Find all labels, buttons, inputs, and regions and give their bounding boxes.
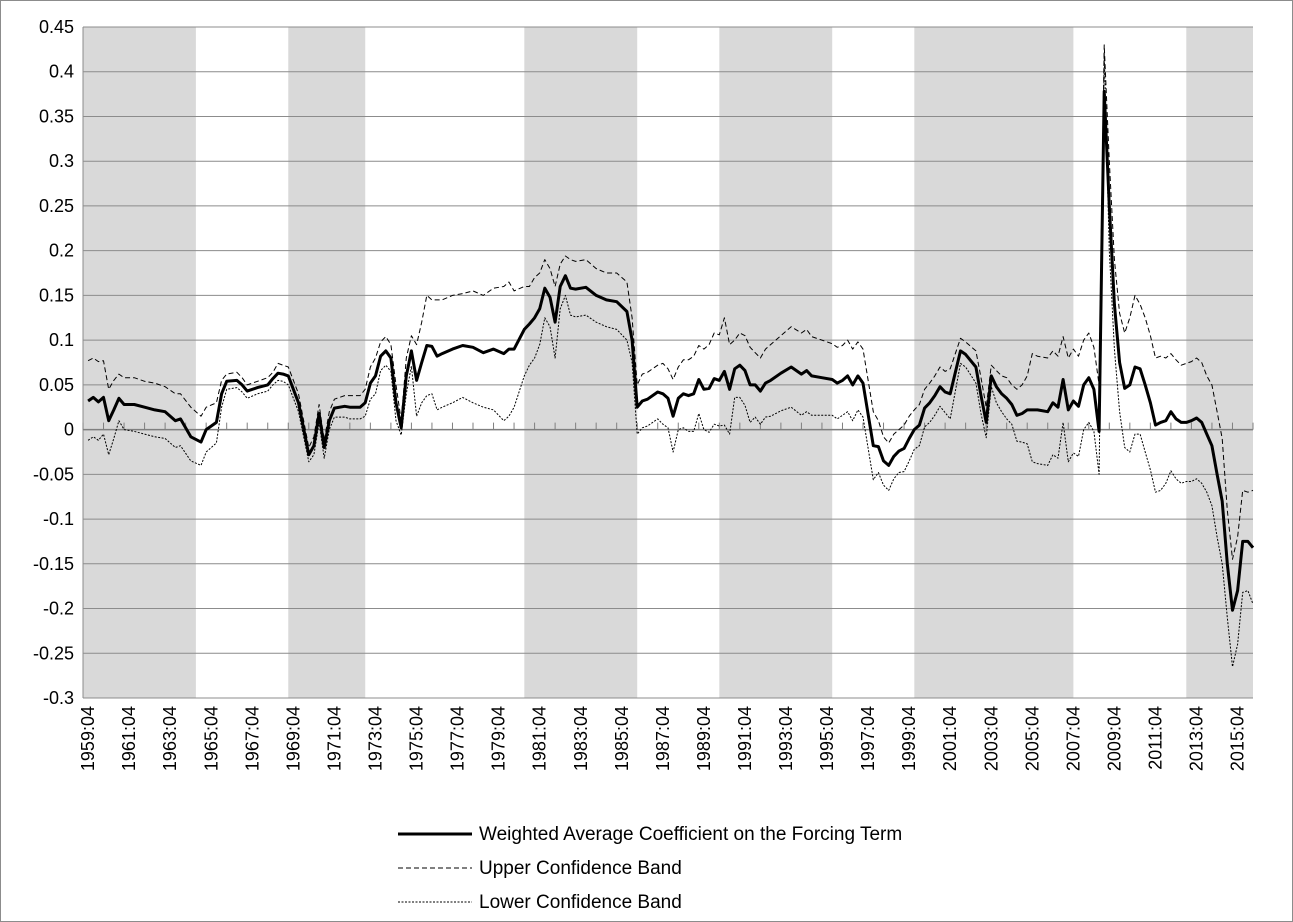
series-line-solid [87,89,1255,612]
shaded-period-2 [524,27,638,698]
legend-label: Weighted Average Coefficient on the Forc… [479,824,902,845]
x-tick-label: 1993:04 [776,706,796,771]
y-tick-label: 0 [64,420,74,440]
x-tick-label: 1965:04 [201,706,221,771]
x-tick-label: 1989:04 [694,706,714,771]
x-tick-label: 2001:04 [940,706,960,771]
x-tick-label: 2013:04 [1187,706,1207,771]
x-tick-label: 1997:04 [858,706,878,771]
shaded-period-3 [719,27,833,698]
shaded-period-4 [914,27,1074,698]
y-tick-label: 0.25 [39,196,74,216]
x-tick-label: 1961:04 [119,706,139,771]
y-tick-label: 0.15 [39,285,74,305]
x-tick-label: 2005:04 [1022,706,1042,771]
y-tick-label: 0.2 [49,241,74,261]
shaded-period-0 [83,27,196,698]
y-tick-label: 0.35 [39,106,74,126]
y-tick-label: -0.05 [33,464,74,484]
x-tick-label: 1975:04 [407,706,427,771]
y-tick-label: -0.25 [33,643,74,663]
y-tick-label: 0.45 [39,17,74,37]
x-tick-label: 2003:04 [981,706,1001,771]
x-tick-label: 1971:04 [324,706,344,771]
x-tick-labels: 1959:04 1961:04 1963:04 1965:04 1967:04 1969:… [78,706,1247,771]
x-tick-label: 1995:04 [817,706,837,771]
x-tick-label: 2011:04 [1146,706,1166,770]
y-tick-label: -0.2 [43,599,74,619]
y-tick-label: 0.3 [49,151,74,171]
recession-shading [83,27,1253,698]
x-tick-label: 1963:04 [160,706,180,771]
x-tick-label: 1967:04 [242,706,262,771]
x-tick-label: 1983:04 [571,706,591,771]
x-tick-label: 1991:04 [735,706,755,771]
x-tick-label: 2015:04 [1228,706,1248,771]
x-tick-label: 1959:04 [78,706,98,771]
x-tick-label: 1987:04 [653,706,673,771]
x-tick-label: 1979:04 [489,706,509,771]
x-tick-label: 1969:04 [283,706,303,771]
x-tick-label: 1981:04 [530,706,550,771]
x-tick-label: 2007:04 [1063,706,1083,771]
x-tick-label: 1973:04 [366,706,386,771]
legend-label: Upper Confidence Band [479,858,682,879]
y-tick-label: 0.1 [49,330,74,350]
y-tick-label: 0.4 [49,62,74,82]
axes [82,27,1254,698]
x-tick-label: 1999:04 [899,706,919,771]
x-tick-label: 1977:04 [448,706,468,771]
y-tick-label: -0.3 [43,688,74,708]
legend-label: Lower Confidence Band [479,892,682,913]
x-tick-label: 1985:04 [612,706,632,771]
gridlines [83,26,1253,699]
y-tick-label: 0.05 [39,375,74,395]
series-lines [87,44,1255,668]
x-tick-label: 2009:04 [1104,706,1124,771]
y-tick-label: -0.15 [33,554,74,574]
shaded-period-5 [1186,27,1253,698]
shaded-period-1 [288,27,366,698]
legend: Weighted Average Coefficient on the Forc… [398,824,902,913]
y-tick-labels: 0.45 0.4 0.35 0.3 0.25 0.2 0.15 0.1 0.05 0 -0.05 -0… [33,17,74,708]
y-tick-label: -0.1 [43,509,74,529]
